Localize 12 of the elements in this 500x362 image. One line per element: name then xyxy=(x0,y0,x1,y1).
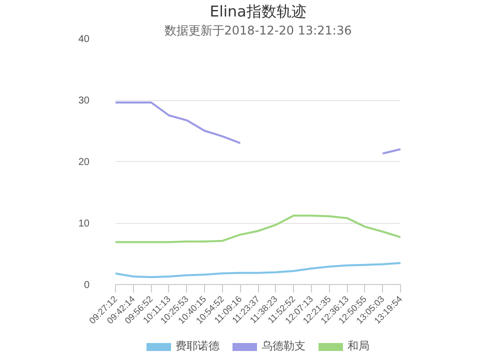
y-tick-label: 30 xyxy=(78,96,90,106)
legend-label: 费耶诺德 xyxy=(176,338,220,354)
chart-subtitle: 数据更新于2018-12-20 13:21:36 xyxy=(164,24,352,38)
y-tick-label: 0 xyxy=(84,280,90,291)
y-tick-label: 20 xyxy=(78,157,90,168)
line-series xyxy=(116,214,400,244)
legend-label: 乌德勒支 xyxy=(262,338,306,354)
y-tick-label: 40 xyxy=(78,34,90,45)
y-tick-label: 10 xyxy=(78,218,90,230)
line-series xyxy=(116,262,400,278)
legend-label: 和局 xyxy=(348,338,370,354)
chart-title: Elina指数轨迹 xyxy=(210,2,306,20)
